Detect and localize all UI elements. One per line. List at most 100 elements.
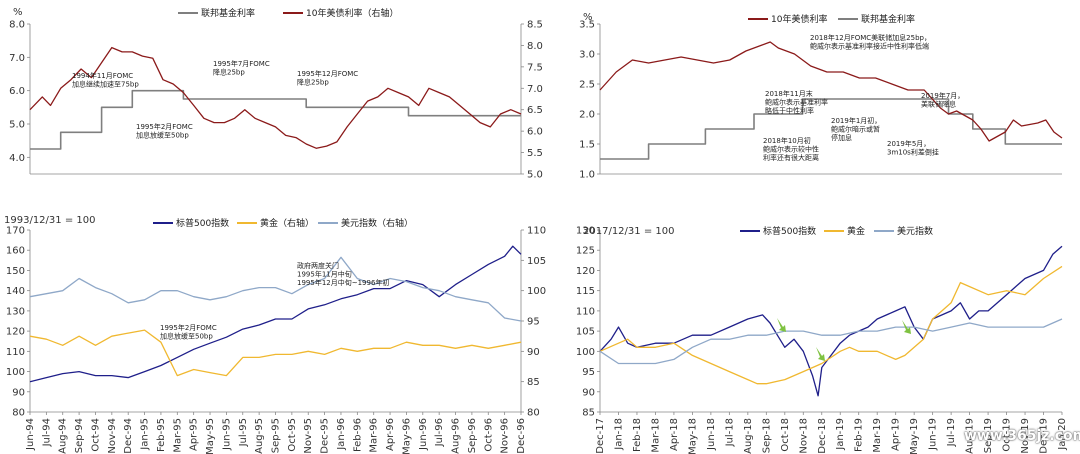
x-tick-label: Mar-18 bbox=[650, 418, 661, 453]
x-tick-label: Mar-95 bbox=[172, 418, 183, 453]
x-tick-label: Sep-95 bbox=[271, 418, 282, 453]
annotation-text: 降息25bp bbox=[213, 68, 245, 77]
left-tick-label: 90 bbox=[12, 387, 25, 398]
series-line-1 bbox=[599, 265, 1063, 385]
x-tick-label: Nov-18 bbox=[798, 418, 809, 454]
x-tick-label: Apr-18 bbox=[669, 418, 680, 451]
green-arrow-icon bbox=[816, 347, 825, 361]
x-tick-label: May-95 bbox=[205, 418, 216, 454]
x-tick-label: May-18 bbox=[687, 418, 698, 454]
annotation-text: 1995年12月FOMC bbox=[297, 69, 358, 78]
x-tick-label: Aug-95 bbox=[254, 418, 265, 454]
unit-label: % bbox=[13, 7, 23, 18]
x-tick-label: Jun-94 bbox=[25, 418, 36, 451]
left-tick-label: 160 bbox=[6, 246, 25, 257]
x-tick-label: May-96 bbox=[401, 418, 412, 454]
annotation-text: 1994年11月FOMC bbox=[72, 71, 133, 80]
annotation-text: 加息继续加速至75bp bbox=[72, 80, 139, 89]
series-line-1 bbox=[29, 46, 522, 149]
x-tick-label: Nov-96 bbox=[500, 418, 511, 454]
series-line-1 bbox=[29, 329, 522, 377]
series-line-0 bbox=[30, 89, 521, 150]
right-tick-label: 6.5 bbox=[527, 105, 543, 116]
x-tick-label: May-19 bbox=[909, 418, 920, 454]
right-tick-label: 5.5 bbox=[527, 148, 543, 159]
right-tick-label: 90 bbox=[527, 347, 540, 358]
annotation-text: 鲍威尔表示基准利率 bbox=[765, 98, 828, 107]
annotation-text: 加息放缓至50bp bbox=[136, 131, 189, 140]
left-tick-label: 140 bbox=[6, 286, 25, 297]
x-tick-label: Jul-96 bbox=[434, 418, 445, 447]
x-tick-label: Jul-95 bbox=[238, 418, 249, 447]
left-tick-label: 5.0 bbox=[9, 120, 25, 131]
left-tick-label: 8.0 bbox=[9, 20, 25, 31]
annotation-text: 3m10s利差倒挂 bbox=[887, 148, 939, 157]
annotation-text: 利率还有很大距离 bbox=[763, 153, 819, 162]
left-tick-label: 6.0 bbox=[9, 86, 25, 97]
annotation-text: 2019年7月， bbox=[921, 91, 964, 100]
right-tick-label: 95 bbox=[527, 317, 540, 328]
x-tick-label: Dec-17 bbox=[595, 418, 606, 454]
annotation-text: 1995年2月FOMC bbox=[136, 122, 193, 131]
left-tick-label: 80 bbox=[12, 408, 25, 419]
x-tick-label: Dec-18 bbox=[817, 418, 828, 454]
chart-panel-p1: 8.0 7.0 6.0 5.0 4.0 8.5 8.0 7.5 7.0 6.5 6.0 5.5 5.0%… bbox=[9, 7, 543, 181]
left-tick-label: 120 bbox=[576, 266, 595, 277]
annotation-text: 2018年10月初 bbox=[763, 136, 811, 145]
series-line-0 bbox=[600, 98, 1062, 160]
annotation-text: 2019年5月， bbox=[887, 139, 930, 148]
right-tick-label: 7.5 bbox=[527, 62, 543, 73]
left-tick-label: 120 bbox=[6, 327, 25, 338]
right-tick-label: 110 bbox=[527, 226, 546, 237]
x-tick-label: Dec-95 bbox=[320, 418, 331, 454]
left-tick-label: 100 bbox=[576, 347, 595, 358]
x-tick-label: Dec-94 bbox=[123, 418, 134, 454]
left-tick-label: 110 bbox=[576, 306, 595, 317]
x-tick-label: Oct-94 bbox=[90, 418, 101, 452]
legend-label: 美元指数（右轴） bbox=[341, 217, 413, 229]
left-tick-label: 3.5 bbox=[579, 20, 595, 31]
x-tick-label: Feb-18 bbox=[632, 418, 643, 452]
right-tick-label: 80 bbox=[527, 408, 540, 419]
x-tick-label: Jul-19 bbox=[946, 418, 957, 447]
left-tick-label: 130 bbox=[6, 306, 25, 317]
annotation-text: 1995年7月FOMC bbox=[213, 59, 270, 68]
x-tick-label: Jun-96 bbox=[418, 418, 429, 451]
left-tick-label: 1.5 bbox=[579, 140, 595, 151]
annotation-text: 鲍威尔表示基准利率接近中性利率低端 bbox=[810, 42, 929, 51]
right-tick-label: 6.0 bbox=[527, 127, 543, 138]
annotation-text: 鲍威尔表示较中性 bbox=[763, 145, 819, 154]
left-tick-label: 95 bbox=[582, 367, 595, 378]
left-tick-label: 2.5 bbox=[579, 80, 595, 91]
watermark-text: www.365jz.com bbox=[964, 428, 1080, 444]
x-tick-label: Jan-96 bbox=[336, 418, 347, 451]
right-tick-label: 8.0 bbox=[527, 41, 543, 52]
right-tick-label: 100 bbox=[527, 286, 546, 297]
annotation-text: 2018年12月FOMC美联储加息25bp， bbox=[810, 33, 931, 42]
left-tick-label: 125 bbox=[576, 246, 595, 257]
x-tick-label: Jan-18 bbox=[613, 418, 624, 451]
unit-label: % bbox=[583, 12, 593, 23]
x-tick-label: Jan-19 bbox=[835, 418, 846, 451]
legend-label: 标普500指数 bbox=[763, 225, 816, 237]
left-tick-label: 7.0 bbox=[9, 53, 25, 64]
chart-panel-p3: 170 160 150 140 130 120 110 100 90 80 110 105 100 95 9… bbox=[4, 215, 546, 454]
x-tick-label: Jun-19 bbox=[928, 418, 939, 451]
x-tick-label: Apr-96 bbox=[385, 418, 396, 451]
series-line-2 bbox=[599, 318, 1063, 365]
series-line-2 bbox=[29, 256, 522, 322]
annotation-text: 美联储降息 bbox=[921, 100, 956, 109]
left-tick-label: 110 bbox=[6, 347, 25, 358]
x-tick-label: Apr-95 bbox=[189, 418, 200, 451]
x-tick-label: Jan-95 bbox=[140, 418, 151, 451]
annotation-text: 降息25bp bbox=[297, 78, 329, 87]
annotation-text: 1995年2月FOMC bbox=[160, 323, 217, 332]
left-tick-label: 4.0 bbox=[9, 153, 25, 164]
annotation-text: 2018年11月末 bbox=[765, 89, 813, 98]
series-line-0 bbox=[599, 245, 1063, 397]
x-tick-label: Sep-19 bbox=[983, 418, 994, 453]
x-tick-label: Jun-95 bbox=[221, 418, 232, 451]
x-tick-label: Feb-19 bbox=[854, 418, 865, 452]
x-tick-label: Aug-96 bbox=[451, 418, 462, 454]
